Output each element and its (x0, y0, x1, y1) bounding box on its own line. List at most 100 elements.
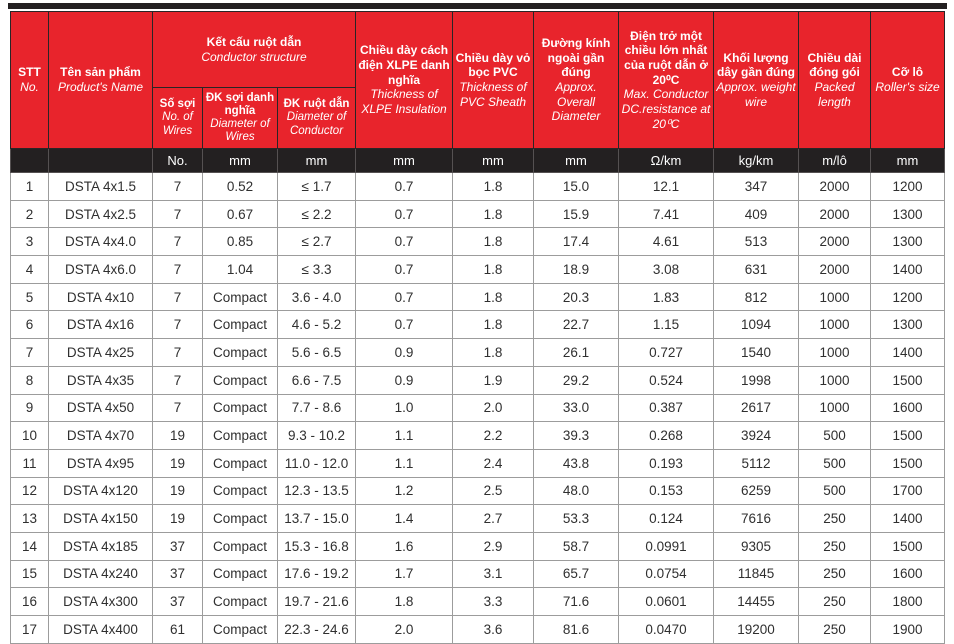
table-cell: 11 (10, 448, 49, 478)
header-label-en: No. (20, 80, 39, 94)
table-cell: 17.4 (533, 227, 620, 257)
table-cell: 7.41 (618, 199, 715, 229)
table-cell: DSTA 4x150 (48, 504, 153, 533)
header-label-en: Diameter of Conductor (286, 111, 347, 137)
table-cell: 500 (798, 421, 872, 450)
table-cell: 1300 (870, 227, 946, 257)
table-cell: 15.3 - 16.8 (276, 531, 357, 561)
header-label-vi: Điện trở một chiều lớn nhất của ruột dẫn… (624, 28, 708, 87)
table-cell: Compact (202, 531, 278, 561)
table-cell: 7 (152, 199, 203, 229)
table-cell: DSTA 4x2.5 (48, 199, 153, 229)
table-cell: 1.8 (355, 587, 454, 616)
table-cell: 14 (10, 531, 49, 561)
table-cell: 19.7 - 21.6 (276, 587, 357, 616)
table-cell: 1800 (870, 587, 946, 616)
table-cell: 1500 (870, 365, 946, 395)
table-cell: 5112 (713, 448, 800, 478)
col-header-pvc-thickness: Chiều dày vỏ bọc PVC Thickness of PVC Sh… (452, 11, 535, 149)
table-cell: 0.7 (355, 199, 454, 229)
unit-cell: No. (152, 148, 203, 173)
table-cell: 2 (10, 199, 49, 229)
header-label-en: Approx. weight wire (716, 80, 796, 109)
table-cell: 3.08 (618, 255, 715, 284)
table-cell: 8 (10, 365, 49, 395)
header-label-vi: ĐK ruột dẫn (283, 98, 350, 111)
table-cell: Compact (202, 421, 278, 450)
table-row: 15 DSTA 4x240 37 Compact 17.6 - 19.2 1.7 3.1 65… (10, 559, 946, 589)
table-cell: 7 (152, 172, 203, 201)
table-cell: 0.67 (202, 199, 278, 229)
table-cell: 2.0 (355, 615, 454, 644)
table-cell: 9305 (713, 531, 800, 561)
table-row: 1 DSTA 4x1.5 7 0.52 ≤ 1.7 0.7 1.8 15.0 12.1 347 20… (10, 172, 946, 201)
table-cell: 13 (10, 504, 49, 533)
table-cell: Compact (202, 559, 278, 589)
table-cell: DSTA 4x4.0 (48, 227, 153, 257)
table-cell: 0.524 (618, 365, 715, 395)
table-cell: 3924 (713, 421, 800, 450)
header-label-en: Packed length (814, 80, 855, 109)
table-cell: 33.0 (533, 393, 620, 423)
table-cell: 1.2 (355, 476, 454, 506)
table-cell: 0.7 (355, 172, 454, 201)
header-label-en: Product's Name (58, 80, 143, 94)
table-cell: DSTA 4x6.0 (48, 255, 153, 284)
table-cell: 81.6 (533, 615, 620, 644)
table-cell: 1000 (798, 338, 872, 367)
table-cell: 1.8 (452, 255, 535, 284)
table-cell: 13.7 - 15.0 (276, 504, 357, 533)
table-row: 6 DSTA 4x16 7 Compact 4.6 - 5.2 0.7 1.8 22.7 1.1… (10, 310, 946, 340)
table-row: 12 DSTA 4x120 19 Compact 12.3 - 13.5 1.2 2.5 48… (10, 476, 946, 506)
table-cell: 1500 (870, 531, 946, 561)
table-cell: Compact (202, 615, 278, 644)
table-cell: Compact (202, 338, 278, 367)
table-row: 7 DSTA 4x25 7 Compact 5.6 - 6.5 0.9 1.8 26.1 0.7… (10, 338, 946, 367)
table-cell: 0.0754 (618, 559, 715, 589)
table-cell: 0.9 (355, 338, 454, 367)
table-cell: Compact (202, 282, 278, 312)
table-cell: 37 (152, 559, 203, 589)
table-cell: 43.8 (533, 448, 620, 478)
top-divider-bar (8, 3, 947, 9)
table-row: 2 DSTA 4x2.5 7 0.67 ≤ 2.2 0.7 1.8 15.9 7.41 409 20… (10, 199, 946, 229)
table-cell: 250 (798, 504, 872, 533)
table-row: 10 DSTA 4x70 19 Compact 9.3 - 10.2 1.1 2.2 39.3… (10, 421, 946, 450)
table-cell: ≤ 2.7 (276, 227, 357, 257)
table-cell: 1000 (798, 393, 872, 423)
table-cell: 1998 (713, 365, 800, 395)
table-cell: DSTA 4x95 (48, 448, 153, 478)
table-cell: 9 (10, 393, 49, 423)
table-cell: 3.6 - 4.0 (276, 282, 357, 312)
table-cell: 0.7 (355, 227, 454, 257)
table-cell: 2000 (798, 199, 872, 229)
table-row: 5 DSTA 4x10 7 Compact 3.6 - 4.0 0.7 1.8 20.3 1.8… (10, 282, 946, 312)
col-header-stt: STT No. (10, 11, 49, 149)
header-label-en: Conductor structure (201, 49, 307, 64)
table-cell: 1600 (870, 559, 946, 589)
unit-cell: Ω/km (618, 148, 715, 173)
table-cell: ≤ 3.3 (276, 255, 357, 284)
table-cell: 250 (798, 559, 872, 589)
table-cell: Compact (202, 310, 278, 340)
header-label-en: Thickness of XLPE Insulation (361, 87, 447, 116)
table-cell: Compact (202, 587, 278, 616)
table-cell: 2.7 (452, 504, 535, 533)
table-cell: 3.6 (452, 615, 535, 644)
col-header-wire-diameter: ĐK sợi danh nghĩa Diameter of Wires (202, 87, 278, 149)
table-cell: 1200 (870, 172, 946, 201)
table-cell: 0.727 (618, 338, 715, 367)
table-cell: 9.3 - 10.2 (276, 421, 357, 450)
table-cell: 12.1 (618, 172, 715, 201)
table-cell: 7 (152, 338, 203, 367)
table-row: 16 DSTA 4x300 37 Compact 19.7 - 21.6 1.8 3.3 71… (10, 587, 946, 616)
col-header-product-name: Tên sản phẩm Product's Name (48, 11, 153, 149)
table-cell: 7 (152, 255, 203, 284)
table-cell: 513 (713, 227, 800, 257)
table-cell: 1600 (870, 393, 946, 423)
table-cell: 7616 (713, 504, 800, 533)
table-cell: 37 (152, 587, 203, 616)
table-cell: DSTA 4x50 (48, 393, 153, 423)
header-label-en: Thickness of PVC Sheath (459, 80, 527, 109)
table-cell: 3 (10, 227, 49, 257)
